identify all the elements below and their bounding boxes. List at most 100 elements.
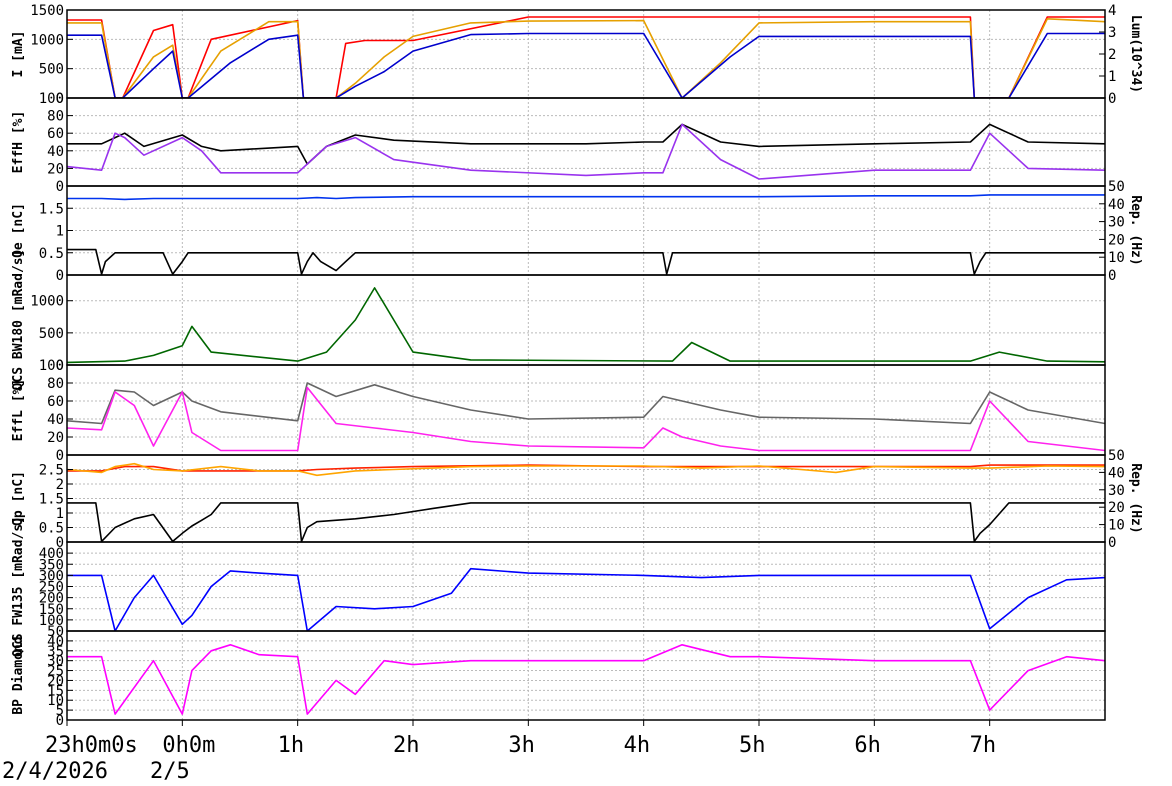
- xtick-label: 3h: [508, 733, 535, 758]
- ytick-label: 15: [47, 683, 64, 699]
- ytick-right-label: 30: [1108, 483, 1125, 499]
- panel-series-group: [67, 462, 1105, 542]
- xtick-label: 0h0m: [162, 733, 215, 758]
- ytick-label: 250: [39, 580, 64, 596]
- ytick-label: 1500: [30, 3, 64, 19]
- panel-series-group: [67, 287, 1105, 364]
- ytick-label: 10: [47, 693, 64, 709]
- ytick-label: 0: [56, 535, 64, 551]
- xtick-label: 4h: [624, 733, 651, 758]
- ytick-label: 60: [47, 126, 64, 142]
- series-line: [67, 16, 1105, 98]
- ytick-label: 0: [56, 448, 64, 464]
- ytick-right-label: 0: [1108, 91, 1116, 107]
- panel-frame: [66, 185, 1106, 276]
- ytick-label: 50: [47, 624, 64, 640]
- ylabel: Qe [nC]: [11, 203, 26, 258]
- date-label-left: 2/4/2026: [2, 759, 108, 782]
- ytick-label: 60: [47, 394, 64, 410]
- ytick-right-label: 3: [1108, 25, 1116, 41]
- ytick-label: 300: [39, 568, 64, 584]
- ytick-label: 40: [47, 144, 64, 160]
- series-line: [67, 32, 1105, 98]
- ytick-label: 1000: [30, 32, 64, 48]
- ylabel: QCS FW135 [mRad/s]: [11, 516, 26, 657]
- ytick-right-label: 10: [1108, 250, 1125, 266]
- ytick-label: 0: [56, 91, 64, 107]
- ylabel-right: Lum(10^34): [1128, 15, 1143, 93]
- ylabel-right: Rep. (Hz): [1128, 463, 1143, 533]
- ytick-right-label: 1: [1108, 69, 1116, 85]
- ytick-label: 350: [39, 557, 64, 573]
- panel-series-group: [67, 123, 1105, 180]
- ylabel: QCS BW180 [mRad/s]: [11, 250, 26, 391]
- ytick-right-label: 0: [1108, 268, 1116, 284]
- ytick-right-label: 0: [1108, 535, 1116, 551]
- ytick-label: 1: [56, 506, 64, 522]
- ytick-label: 400: [39, 546, 64, 562]
- series-line: [67, 248, 1105, 275]
- ytick-label: 40: [47, 634, 64, 650]
- series-line: [67, 567, 1105, 631]
- ytick-label: 1: [56, 224, 64, 240]
- ytick-right-label: 2: [1108, 47, 1116, 63]
- series-line: [67, 17, 1105, 98]
- ytick-label: 100: [39, 91, 64, 107]
- panel-series-group: [67, 382, 1105, 452]
- ytick-right-label: 20: [1108, 232, 1125, 248]
- ytick-right-label: 10: [1108, 518, 1125, 534]
- series-line: [67, 382, 1105, 425]
- ytick-label: 20: [47, 673, 64, 689]
- ytick-label: 200: [39, 591, 64, 607]
- series-line: [67, 123, 1105, 180]
- ylabel: BP Diamond: [11, 636, 26, 714]
- ytick-label: 0: [56, 268, 64, 284]
- panel-frame: [66, 541, 1106, 632]
- ylabel: I [mA]: [11, 31, 26, 78]
- ytick-label: 20: [47, 161, 64, 177]
- xtick-label: 2h: [393, 733, 420, 758]
- ylabel: Qp [nC]: [11, 471, 26, 526]
- panel-frame: [66, 274, 1106, 366]
- xtick-label: 1h: [278, 733, 305, 758]
- ytick-label: 0.5: [39, 521, 64, 537]
- series-line: [67, 194, 1105, 201]
- series-line: [67, 287, 1105, 364]
- ytick-right-label: 40: [1108, 465, 1125, 481]
- ytick-label: 30: [47, 654, 64, 670]
- panel-frame: [66, 630, 1106, 721]
- ytick-label: 100: [39, 613, 64, 629]
- ytick-right-label: 30: [1108, 215, 1125, 231]
- ylabel: EffH [%]: [11, 111, 26, 174]
- ytick-label: 0.5: [39, 246, 64, 262]
- ytick-label: 150: [39, 602, 64, 618]
- ytick-label: 0: [56, 713, 64, 729]
- ylabel: EffL [%]: [11, 379, 26, 442]
- ytick-label: 25: [47, 664, 64, 680]
- ytick-right-label: 4: [1108, 3, 1116, 19]
- series-line: [67, 123, 1105, 165]
- ytick-label: 20: [47, 430, 64, 446]
- ytick-label: 40: [47, 412, 64, 428]
- series-line: [67, 462, 1105, 477]
- xtick-label: 5h: [739, 733, 766, 758]
- ytick-label: 1.5: [39, 201, 64, 217]
- series-line: [67, 502, 1105, 542]
- ytick-label: 500: [39, 326, 64, 342]
- panel-series-group: [67, 567, 1105, 631]
- xtick-label: 7h: [970, 733, 997, 758]
- series-line: [67, 643, 1105, 715]
- ytick-label: 100: [39, 358, 64, 374]
- date-label-right: 2/5: [150, 759, 190, 782]
- panel-series-group: [67, 643, 1105, 715]
- ytick-label: 2.5: [39, 463, 64, 479]
- ylabel-right: Rep. (Hz): [1128, 195, 1143, 265]
- xtick-label: 23h0m0s: [45, 733, 138, 758]
- ytick-label: 2: [56, 477, 64, 493]
- ytick-label: 5: [56, 703, 64, 719]
- ytick-label: 500: [39, 62, 64, 78]
- ytick-label: 0: [56, 358, 64, 374]
- ytick-label: 1.5: [39, 492, 64, 508]
